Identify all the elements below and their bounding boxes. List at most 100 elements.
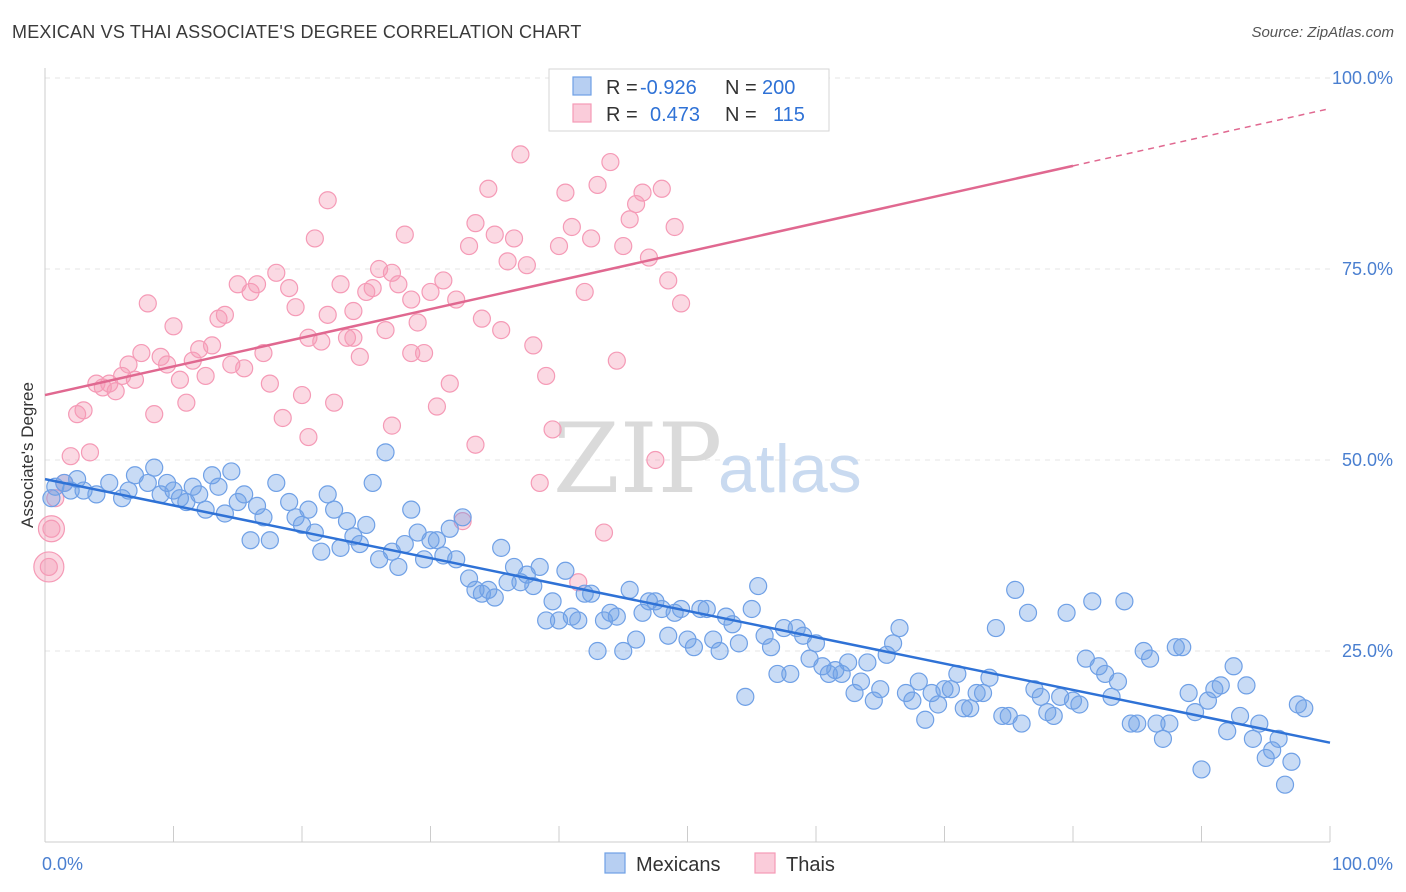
- mexican-point: [241, 531, 260, 550]
- mexican-point: [68, 470, 87, 489]
- mexican-point: [954, 699, 973, 718]
- mexican-point: [280, 492, 299, 512]
- mexican-point: [235, 485, 254, 504]
- thai-point: [665, 217, 684, 237]
- mexican-point: [1243, 729, 1263, 748]
- mexican-point: [1018, 603, 1038, 622]
- mexican-point: [1044, 706, 1063, 726]
- thai-point: [363, 279, 382, 298]
- thai-point: [543, 420, 562, 439]
- thai-point: [517, 256, 536, 275]
- mexican-point: [704, 630, 723, 649]
- mexican-point: [839, 653, 858, 672]
- thai-point: [492, 321, 511, 340]
- mexican-point: [164, 481, 183, 500]
- mexican-point: [582, 584, 601, 603]
- mexican-point: [1147, 714, 1166, 733]
- thai-point: [588, 175, 607, 195]
- mexican-point: [1070, 695, 1089, 714]
- mexican-point: [318, 485, 337, 504]
- mexican-point: [556, 561, 575, 580]
- mexican-point: [909, 672, 928, 691]
- thai-point: [594, 523, 614, 542]
- mexican-point: [1031, 687, 1050, 706]
- mexicans-swatch: [572, 76, 592, 96]
- thai-point: [318, 305, 337, 324]
- mexican-point: [145, 458, 164, 477]
- thai-point: [344, 328, 363, 347]
- mexican-point: [736, 687, 755, 706]
- thai-point: [646, 450, 665, 470]
- thai-point-large: [37, 515, 66, 543]
- series-legend: Mexicans Thais: [604, 852, 835, 876]
- thai-point: [157, 355, 177, 374]
- mexican-point: [357, 515, 376, 535]
- mexican-point: [247, 496, 267, 515]
- mexican-point: [993, 706, 1012, 726]
- thai-point: [318, 191, 337, 210]
- mexican-point: [967, 683, 986, 703]
- axes: [44, 68, 1331, 843]
- thai-point: [402, 290, 421, 309]
- thai-point: [273, 408, 292, 428]
- mexican-point: [485, 588, 504, 607]
- mexican-point: [883, 634, 903, 653]
- thai-point: [196, 366, 215, 386]
- thai-point: [254, 343, 273, 363]
- mexican-point: [626, 630, 646, 649]
- n-label-thais: N =: [725, 104, 757, 126]
- thai-point: [331, 275, 350, 294]
- mexican-point: [961, 699, 980, 718]
- thai-point: [537, 366, 556, 386]
- thai-point: [145, 405, 164, 424]
- mexican-point: [1295, 699, 1314, 718]
- mexican-point: [1192, 760, 1211, 779]
- mexican-point: [1160, 714, 1179, 733]
- thai-point: [575, 282, 594, 302]
- thai-point: [614, 236, 633, 256]
- r-value-thais: 0.473: [650, 104, 700, 126]
- thais-trend-extension: [1072, 107, 1331, 167]
- thai-point: [524, 336, 543, 355]
- mexican-point: [42, 489, 61, 508]
- mexican-point: [1237, 676, 1256, 695]
- thai-point: [440, 374, 459, 393]
- thai-point: [485, 225, 504, 244]
- mexican-point: [928, 695, 948, 714]
- mexican-point: [729, 634, 749, 653]
- mexican-point: [678, 630, 697, 649]
- mexican-point: [537, 611, 556, 630]
- thai-point: [395, 225, 414, 244]
- mexican-point: [100, 473, 119, 493]
- mexican-point: [845, 683, 864, 703]
- mexican-point: [1224, 657, 1243, 676]
- mexican-point: [530, 557, 549, 577]
- thai-points: [33, 145, 691, 592]
- thai-point: [382, 416, 402, 435]
- mexican-point: [851, 672, 871, 691]
- mexican-point: [832, 664, 851, 684]
- mexican-point: [157, 473, 177, 493]
- mexican-point: [710, 641, 729, 661]
- mexican-point: [376, 443, 395, 462]
- thai-point: [286, 298, 305, 317]
- mexican-point: [768, 664, 787, 684]
- thai-point: [280, 279, 299, 298]
- thai-point: [119, 355, 138, 374]
- mexican-point: [896, 683, 916, 703]
- thai-point: [504, 229, 524, 248]
- thai-point: [626, 194, 646, 214]
- n-value-mexicans: 200: [762, 77, 795, 99]
- watermark: ZIP atlas: [553, 403, 862, 515]
- mexican-point: [1211, 676, 1230, 695]
- x-tick-labels: 0.0% 100.0%: [42, 854, 1393, 874]
- thai-point: [177, 393, 196, 412]
- thai-point: [39, 557, 58, 577]
- thai-point: [106, 382, 125, 401]
- thai-point: [151, 347, 170, 366]
- mexican-point: [871, 680, 890, 699]
- mexican-point: [864, 691, 883, 710]
- x-tick-label-end: 100.0%: [1332, 854, 1393, 874]
- mexican-point: [1115, 592, 1134, 611]
- n-label-mexicans: N =: [725, 77, 757, 99]
